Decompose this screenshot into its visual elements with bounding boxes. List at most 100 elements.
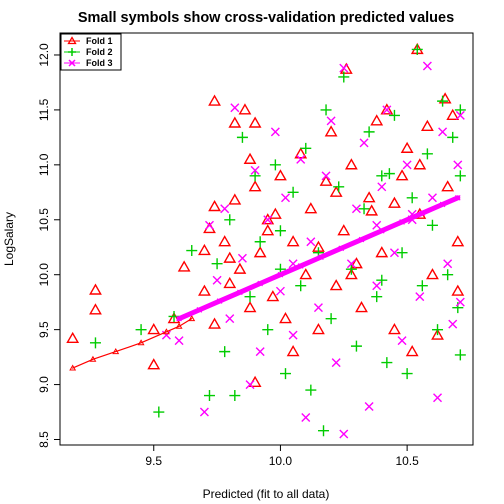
data-point <box>167 312 181 324</box>
data-point <box>153 406 165 418</box>
series-5 <box>176 194 461 322</box>
data-point <box>388 109 400 121</box>
data-point <box>248 116 262 128</box>
data-point <box>198 243 211 256</box>
y-tick-label: 12.0 <box>37 43 51 67</box>
data-point <box>268 207 282 219</box>
cv-point <box>89 355 97 362</box>
data-point <box>426 268 439 280</box>
data-point <box>329 185 343 197</box>
data-point <box>451 284 465 296</box>
data-point <box>274 169 287 181</box>
data-point <box>365 204 379 216</box>
data-point <box>355 301 368 313</box>
data-point <box>306 237 316 247</box>
cv-point <box>439 201 446 208</box>
legend-label-fold-2: Fold 2 <box>86 47 113 57</box>
data-point <box>300 142 312 154</box>
data-point <box>421 148 433 160</box>
cv-point <box>188 315 196 322</box>
cv-point <box>137 339 145 346</box>
data-point <box>441 180 455 192</box>
data-point <box>89 337 101 349</box>
data-point <box>244 291 256 303</box>
cv-point <box>257 280 263 287</box>
data-point <box>286 235 300 247</box>
data-point <box>383 168 395 180</box>
cv-point <box>112 348 120 355</box>
data-point <box>233 262 247 274</box>
data-point <box>376 274 388 286</box>
cv-point <box>196 307 203 313</box>
data-point <box>296 154 306 164</box>
data-point <box>243 152 257 164</box>
data-point <box>406 192 418 204</box>
x-tick-label: 10.0 <box>269 454 293 468</box>
data-point <box>266 290 280 302</box>
data-point <box>248 180 262 192</box>
data-point <box>411 43 423 55</box>
data-point <box>249 170 261 182</box>
data-point <box>225 314 235 324</box>
data-point <box>402 160 412 170</box>
data-point <box>198 284 211 296</box>
data-point <box>250 165 260 175</box>
data-point <box>362 191 376 203</box>
data-point <box>363 126 375 138</box>
data-point <box>329 279 343 291</box>
data-point <box>350 340 362 352</box>
data-point <box>455 297 465 307</box>
chart-title: Small symbols show cross-validation pred… <box>78 10 454 26</box>
data-point <box>287 186 299 198</box>
data-point <box>186 245 198 257</box>
cv-point <box>454 194 461 201</box>
data-point <box>254 236 266 248</box>
data-point <box>305 384 317 396</box>
data-point <box>339 429 349 439</box>
data-point <box>325 313 337 325</box>
data-point <box>203 390 215 402</box>
data-point <box>339 63 349 73</box>
data-point <box>350 257 363 269</box>
data-point <box>377 182 387 192</box>
data-point <box>443 259 453 269</box>
data-point <box>261 224 275 236</box>
data-point <box>275 286 285 296</box>
data-point <box>269 159 281 171</box>
data-point <box>219 346 231 358</box>
data-point <box>236 131 248 143</box>
x-axis-label: Predicted (fit to all data) <box>203 487 330 501</box>
data-point <box>415 292 425 302</box>
data-point <box>66 331 80 344</box>
data-point <box>312 323 325 335</box>
legend: Fold 1 Fold 2 Fold 3 <box>60 33 122 71</box>
data-point <box>228 116 242 128</box>
plus-marker-icon <box>68 48 76 56</box>
x-tick-label: 10.5 <box>395 454 419 468</box>
data-point <box>420 119 434 131</box>
cv-point <box>175 322 183 329</box>
cv-point <box>69 364 77 371</box>
data-point <box>338 71 350 83</box>
data-point <box>263 215 273 225</box>
data-point <box>301 413 311 423</box>
data-point <box>248 375 262 387</box>
data-point <box>442 269 454 281</box>
cv-point <box>318 254 324 260</box>
data-point <box>351 204 361 214</box>
data-point <box>253 246 267 258</box>
triangle-marker-icon <box>67 36 77 45</box>
y-tick-label: 9.0 <box>37 376 51 393</box>
data-point <box>401 368 413 380</box>
y-tick-label: 11.0 <box>37 153 51 176</box>
series-2 <box>89 43 466 437</box>
data-point <box>288 330 298 340</box>
data-point <box>333 181 345 193</box>
data-point <box>396 247 408 259</box>
data-point <box>381 357 393 369</box>
cv-point <box>378 227 385 234</box>
data-point <box>319 174 333 186</box>
data-point <box>262 324 274 336</box>
data-point <box>395 169 409 181</box>
legend-item-fold-3: Fold 3 <box>64 58 113 68</box>
